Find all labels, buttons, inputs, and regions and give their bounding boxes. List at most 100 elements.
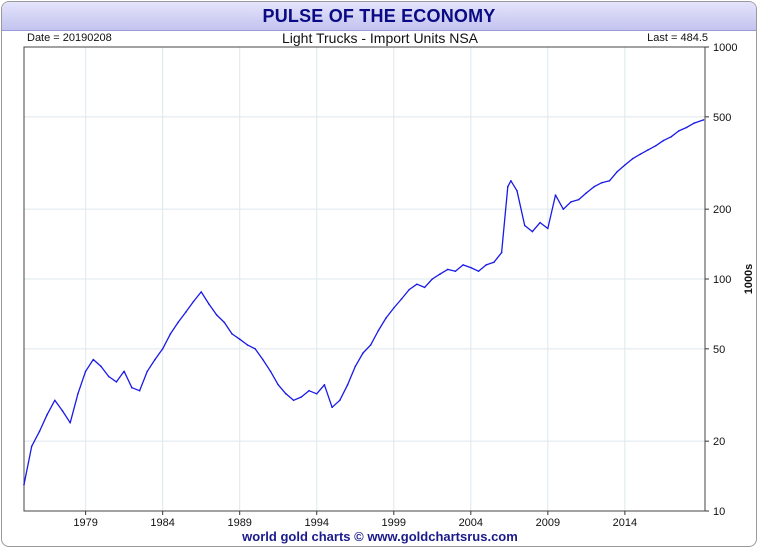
x-tick-label: 1999 <box>382 517 406 529</box>
data-point <box>254 348 256 350</box>
footer-credit: world gold charts © www.goldchartsrus.co… <box>242 529 518 544</box>
data-point <box>593 185 595 188</box>
data-point <box>585 192 588 194</box>
x-tick-label: 1979 <box>73 517 97 529</box>
data-point <box>400 298 403 300</box>
data-point <box>477 270 480 273</box>
banner: PULSE OF THE ECONOMY <box>2 2 756 31</box>
data-point <box>393 307 395 309</box>
data-point <box>346 384 349 386</box>
data-point <box>516 190 518 192</box>
data-point <box>624 164 626 166</box>
data-point <box>177 321 179 324</box>
data-point <box>231 333 233 335</box>
data-point <box>685 126 688 129</box>
data-point <box>570 201 572 203</box>
data-point <box>431 278 434 280</box>
data-point <box>369 344 372 346</box>
x-tick-label: 1994 <box>304 517 328 529</box>
data-point <box>262 358 264 361</box>
x-tick-label: 2009 <box>536 517 560 529</box>
data-point <box>269 370 272 373</box>
data-point <box>377 329 380 332</box>
data-point <box>470 266 472 269</box>
data-point <box>238 338 241 341</box>
banner-title: PULSE OF THE ECONOMY <box>262 6 496 26</box>
data-point <box>146 370 149 373</box>
data-point <box>323 384 326 386</box>
data-point <box>54 399 56 402</box>
data-point <box>131 386 133 389</box>
data-point <box>678 130 680 132</box>
data-point <box>192 300 195 303</box>
data-point <box>662 139 665 142</box>
data-point <box>285 393 287 395</box>
y-tick-label: 200 <box>713 204 731 216</box>
data-point <box>23 483 25 486</box>
data-point <box>507 185 509 188</box>
data-point <box>547 227 549 230</box>
series-line <box>23 119 704 485</box>
data-point <box>416 283 418 286</box>
data-point <box>331 406 333 409</box>
data-point <box>616 170 618 173</box>
y-tick-label: 500 <box>713 112 731 124</box>
data-point <box>92 358 95 361</box>
data-point <box>654 145 657 147</box>
data-point <box>100 365 102 368</box>
date-label: Date = 20190208 <box>27 32 112 44</box>
data-point <box>38 430 41 433</box>
y-tick-label: 20 <box>713 436 725 448</box>
data-point <box>200 291 202 293</box>
data-point <box>61 410 64 412</box>
data-point <box>138 389 141 392</box>
data-point <box>562 208 565 210</box>
data-point <box>500 251 503 254</box>
data-point <box>647 149 649 151</box>
data-point <box>169 333 172 335</box>
data-point <box>77 393 79 395</box>
data-point <box>362 352 364 354</box>
data-point <box>315 393 318 395</box>
data-point <box>462 264 464 266</box>
data-point <box>354 365 357 368</box>
data-point <box>115 381 118 383</box>
data-point <box>454 270 457 273</box>
data-point <box>30 445 33 448</box>
data-point <box>161 348 164 350</box>
data-point <box>493 261 495 264</box>
data-point <box>408 288 411 291</box>
data-point <box>223 321 226 324</box>
data-point <box>554 194 557 196</box>
data-point <box>693 122 695 124</box>
data-point <box>385 317 387 319</box>
x-tick-label: 1989 <box>227 517 251 529</box>
data-point <box>577 198 580 201</box>
data-point <box>531 230 534 233</box>
data-point <box>670 136 672 138</box>
data-point <box>523 224 526 227</box>
data-point <box>446 268 449 271</box>
data-point <box>69 422 71 424</box>
data-point <box>423 286 426 289</box>
data-point <box>539 221 541 224</box>
y-axis-label: 1000s <box>743 264 755 295</box>
data-point <box>439 273 441 275</box>
data-point <box>46 413 48 416</box>
data-point <box>208 303 210 305</box>
y-tick-label: 1000 <box>713 42 737 54</box>
data-point <box>300 396 303 398</box>
x-tick-label: 2014 <box>613 517 637 529</box>
data-point <box>639 153 642 155</box>
data-point <box>308 389 310 392</box>
data-point <box>107 375 110 378</box>
data-point <box>510 180 512 182</box>
data-point <box>608 180 611 182</box>
y-tick-label: 10 <box>713 506 725 518</box>
x-tick-label: 1984 <box>150 517 174 529</box>
data-point <box>339 399 341 402</box>
x-tick-label: 2004 <box>459 517 483 529</box>
data-point <box>185 311 187 313</box>
data-point <box>154 358 156 361</box>
